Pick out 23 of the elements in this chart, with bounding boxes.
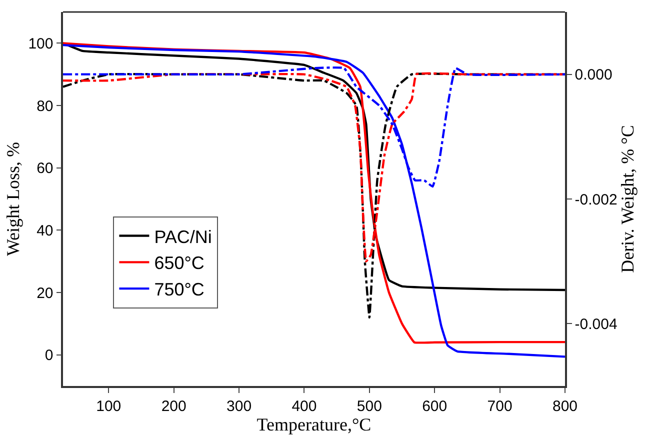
y2-tick-label: -0.002 <box>574 191 618 208</box>
x-tick-label: 800 <box>552 398 578 415</box>
x-tick-label: 100 <box>96 398 122 415</box>
y-tick-label: 20 <box>36 284 54 302</box>
legend-label: 750°C <box>154 280 204 300</box>
y2-tick-label: -0.004 <box>574 316 618 333</box>
y-tick-label: 100 <box>28 35 54 52</box>
x-tick-label: 400 <box>292 398 317 415</box>
y-tick-label: 40 <box>36 222 54 240</box>
x-axis-title: Temperature,°C <box>256 414 372 435</box>
x-tick-label: 300 <box>226 398 252 415</box>
x-tick-label: 200 <box>161 398 186 415</box>
y-tick-label: 60 <box>36 160 54 178</box>
x-tick-label: 500 <box>356 398 382 415</box>
x-tick-label: 600 <box>422 398 448 415</box>
legend-label: 650°C <box>154 253 204 274</box>
y2-tick-label: 0.000 <box>574 66 612 84</box>
y-tick-label: 80 <box>36 98 54 115</box>
legend-label: PAC/Ni <box>154 226 212 247</box>
y2-axis-title: Deriv. Weight, % °C <box>617 125 638 273</box>
y-tick-label: 0 <box>44 347 54 364</box>
x-tick-label: 700 <box>487 398 512 415</box>
y-axis-title: Weight Loss, % <box>2 142 23 256</box>
